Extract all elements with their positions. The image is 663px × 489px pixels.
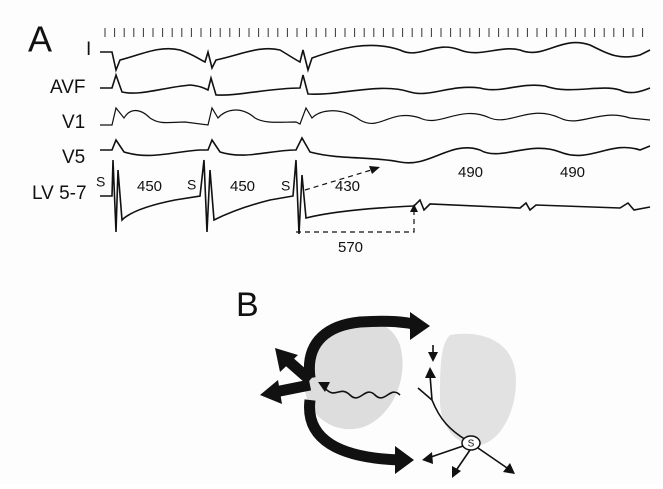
stimulus-label: S [281, 178, 290, 194]
stimulus-label: S [96, 174, 105, 190]
lead-label: I [86, 39, 91, 60]
thick-arrow [275, 385, 310, 392]
interval-label: 450 [137, 178, 162, 195]
interval-label: 490 [560, 164, 585, 181]
stimulus-label: S [187, 177, 196, 193]
lead-label: AVF [50, 77, 86, 98]
panel-label: A [28, 19, 52, 60]
panel-label: B [236, 286, 259, 324]
figure: A I AVF V1 V5 LV 5-7 S S S 450 450 430 4… [0, 0, 663, 484]
lead-label: LV 5-7 [32, 183, 87, 204]
delay-label: 570 [338, 239, 363, 256]
interval-label: 490 [458, 164, 483, 181]
stimulus-label: S [468, 439, 475, 450]
lead-label: V5 [62, 147, 85, 168]
interval-label: 450 [230, 178, 255, 195]
interval-label: 430 [335, 178, 360, 195]
lead-label: V1 [62, 112, 85, 133]
